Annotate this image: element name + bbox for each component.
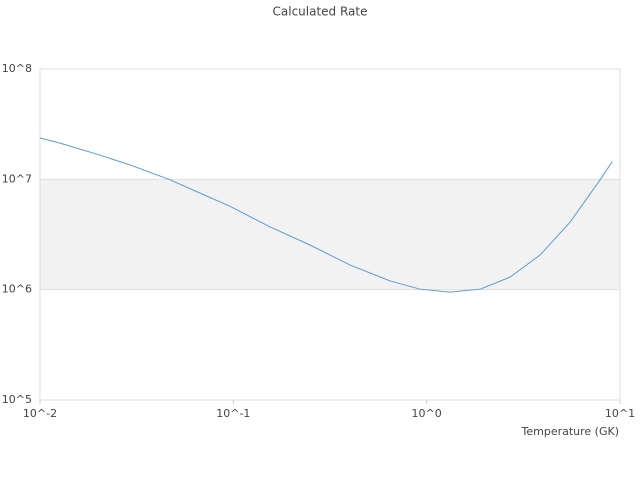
line-series xyxy=(39,137,613,293)
x-tick-label: 10^-1 xyxy=(216,407,250,420)
plot-background xyxy=(40,179,620,290)
y-tick-label: 10^5 xyxy=(2,393,32,406)
y-tick-label: 10^7 xyxy=(2,172,32,185)
x-axis-label: Temperature (GK) xyxy=(521,425,620,438)
x-tick-label: 10^0 xyxy=(412,407,442,420)
x-tick-label: 10^1 xyxy=(605,407,635,420)
band xyxy=(40,179,620,290)
chart-title: Calculated Rate xyxy=(273,5,368,19)
x-tick-label: 10^-2 xyxy=(23,407,57,420)
y-tick-label: 10^8 xyxy=(2,62,32,75)
y-tick-label: 10^6 xyxy=(2,283,32,296)
